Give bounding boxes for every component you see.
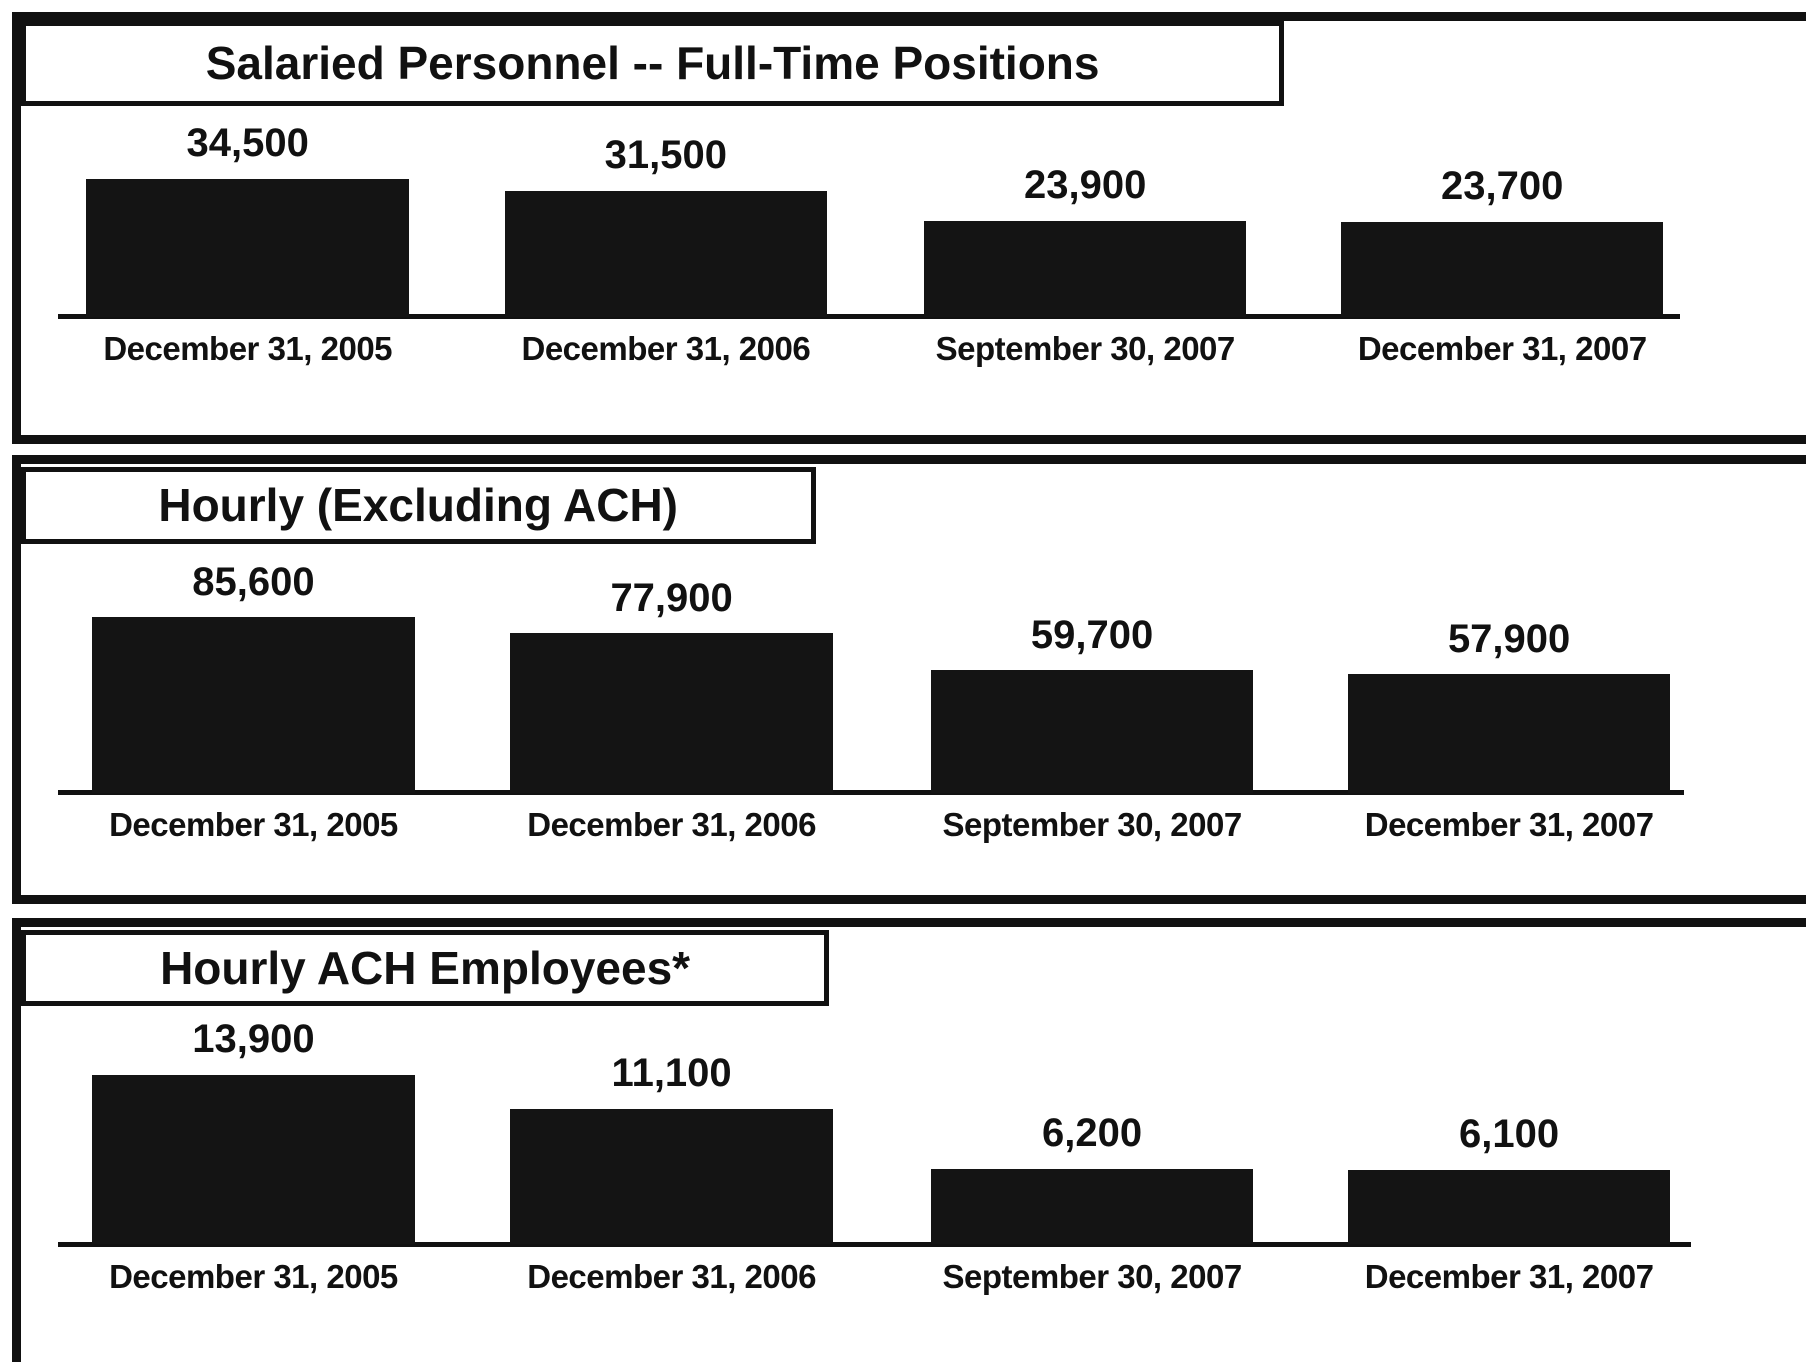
value-label: 34,500	[186, 120, 309, 165]
value-label: 6,100	[1459, 1112, 1560, 1157]
chart-title: Hourly ACH Employees*	[20, 929, 830, 1006]
value-label: 77,900	[610, 575, 733, 620]
bar	[510, 1108, 833, 1245]
panel	[11, 455, 1806, 905]
value-label: 23,900	[1024, 163, 1147, 208]
bar	[510, 633, 833, 793]
bar	[92, 617, 415, 793]
panel	[11, 11, 1806, 444]
value-label: 13,900	[192, 1017, 315, 1062]
baseline	[57, 1241, 1692, 1247]
bar	[92, 1074, 415, 1245]
chart-title: Salaried Personnel -- Full-Time Position…	[20, 20, 1285, 106]
bar	[1347, 674, 1671, 793]
category-label: December 31, 2006	[527, 806, 816, 844]
bar	[504, 190, 828, 317]
category-label: September 30, 2007	[942, 1257, 1243, 1295]
category-label: September 30, 2007	[942, 806, 1243, 844]
panel	[11, 918, 1806, 1362]
category-label: December 31, 2006	[521, 330, 811, 368]
baseline	[57, 314, 1680, 320]
value-label: 85,600	[192, 559, 315, 604]
value-label: 6,200	[1042, 1111, 1143, 1156]
category-label: December 31, 2005	[109, 1257, 398, 1295]
chart-title: Hourly (Excluding ACH)	[20, 466, 816, 544]
bar	[86, 178, 409, 317]
category-label: September 30, 2007	[935, 330, 1236, 368]
category-label: December 31, 2005	[109, 806, 398, 844]
bar	[930, 1168, 1254, 1245]
category-label: December 31, 2007	[1357, 330, 1647, 368]
value-label: 57,900	[1447, 616, 1571, 661]
category-label: December 31, 2006	[527, 1257, 816, 1295]
baseline	[57, 790, 1685, 796]
bar	[930, 670, 1254, 793]
value-label: 31,500	[604, 132, 728, 177]
bar	[923, 221, 1247, 317]
value-label: 23,700	[1441, 164, 1564, 209]
bar	[1347, 1169, 1671, 1245]
category-label: December 31, 2005	[103, 330, 393, 368]
bar	[1340, 221, 1664, 317]
category-label: December 31, 2007	[1364, 1257, 1654, 1295]
value-label: 59,700	[1030, 612, 1154, 657]
value-label: 11,100	[611, 1051, 732, 1096]
category-label: December 31, 2007	[1364, 806, 1654, 844]
